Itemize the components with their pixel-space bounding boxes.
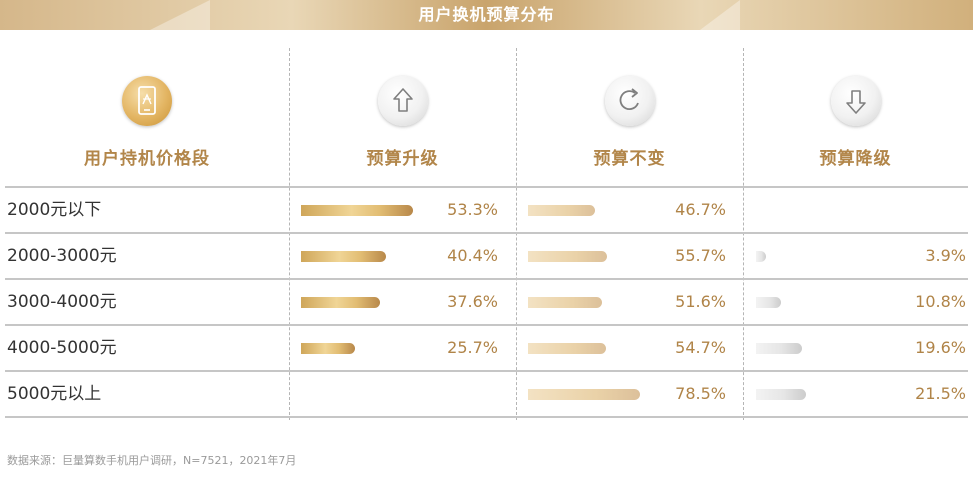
bar-up xyxy=(301,297,380,308)
table-row: 2000元以下 53.3% 46.7% xyxy=(0,187,973,233)
data-label: 78.5% xyxy=(675,384,726,403)
bar-down xyxy=(756,297,781,308)
arrow-up-icon xyxy=(377,76,428,126)
bar-up xyxy=(301,343,355,354)
table-row: 3000-4000元 37.6% 51.6% 10.8% xyxy=(0,279,973,325)
bar-down xyxy=(756,389,806,400)
data-label: 51.6% xyxy=(675,292,726,311)
category-label: 4000-5000元 xyxy=(7,338,117,358)
bar-down xyxy=(756,343,802,354)
bar-same xyxy=(528,205,595,216)
row-divider xyxy=(5,324,968,326)
category-label: 2000-3000元 xyxy=(7,246,117,266)
column-separator xyxy=(516,48,517,420)
banner-decoration xyxy=(150,0,210,30)
series-label: 预算不变 xyxy=(593,149,666,169)
bar-same xyxy=(528,389,640,400)
data-label: 10.8% xyxy=(915,292,966,311)
data-label: 37.6% xyxy=(447,292,498,311)
chart-title: 用户换机预算分布 xyxy=(418,5,555,24)
category-label: 5000元以上 xyxy=(7,384,102,404)
bar-same xyxy=(528,343,606,354)
header-downgrade: 预算降级 xyxy=(743,70,968,180)
data-label: 19.6% xyxy=(915,338,966,357)
table-row: 4000-5000元 25.7% 54.7% 19.6% xyxy=(0,325,973,371)
data-label: 40.4% xyxy=(447,246,498,265)
row-divider xyxy=(5,278,968,280)
series-label: 预算升级 xyxy=(366,149,439,169)
category-label: 2000元以下 xyxy=(7,200,102,220)
category-label: 3000-4000元 xyxy=(7,292,117,312)
data-label: 54.7% xyxy=(675,338,726,357)
row-divider xyxy=(5,370,968,372)
bar-up xyxy=(301,205,413,216)
bar-same xyxy=(528,297,602,308)
table-top-rule xyxy=(5,186,968,188)
data-label: 53.3% xyxy=(447,200,498,219)
table-row: 5000元以上 78.5% 21.5% xyxy=(0,371,973,417)
data-label: 3.9% xyxy=(925,246,966,265)
row-divider xyxy=(5,232,968,234)
bar-same xyxy=(528,251,607,262)
arrow-down-icon xyxy=(830,76,881,126)
data-source-note: 数据来源：巨量算数手机用户调研，N=7521，2021年7月 xyxy=(7,454,297,467)
table-row: 2000-3000元 40.4% 55.7% 3.9% xyxy=(0,233,973,279)
column-separator xyxy=(743,48,744,420)
data-label: 21.5% xyxy=(915,384,966,403)
header-price-segment: 用户持机价格段 xyxy=(5,70,289,180)
data-label: 46.7% xyxy=(675,200,726,219)
data-label: 25.7% xyxy=(447,338,498,357)
phone-price-icon xyxy=(122,76,172,126)
data-label: 55.7% xyxy=(675,246,726,265)
bar-up xyxy=(301,251,386,262)
title-banner: 用户换机预算分布 xyxy=(0,0,973,30)
header-upgrade: 预算升级 xyxy=(289,70,516,180)
header-unchanged: 预算不变 xyxy=(516,70,743,180)
column-separator xyxy=(289,48,290,420)
row-divider xyxy=(5,416,968,418)
series-label: 预算降级 xyxy=(819,149,892,169)
banner-decoration xyxy=(700,0,740,30)
header-label: 用户持机价格段 xyxy=(84,149,210,169)
refresh-icon xyxy=(604,76,655,126)
bar-down xyxy=(756,251,766,262)
